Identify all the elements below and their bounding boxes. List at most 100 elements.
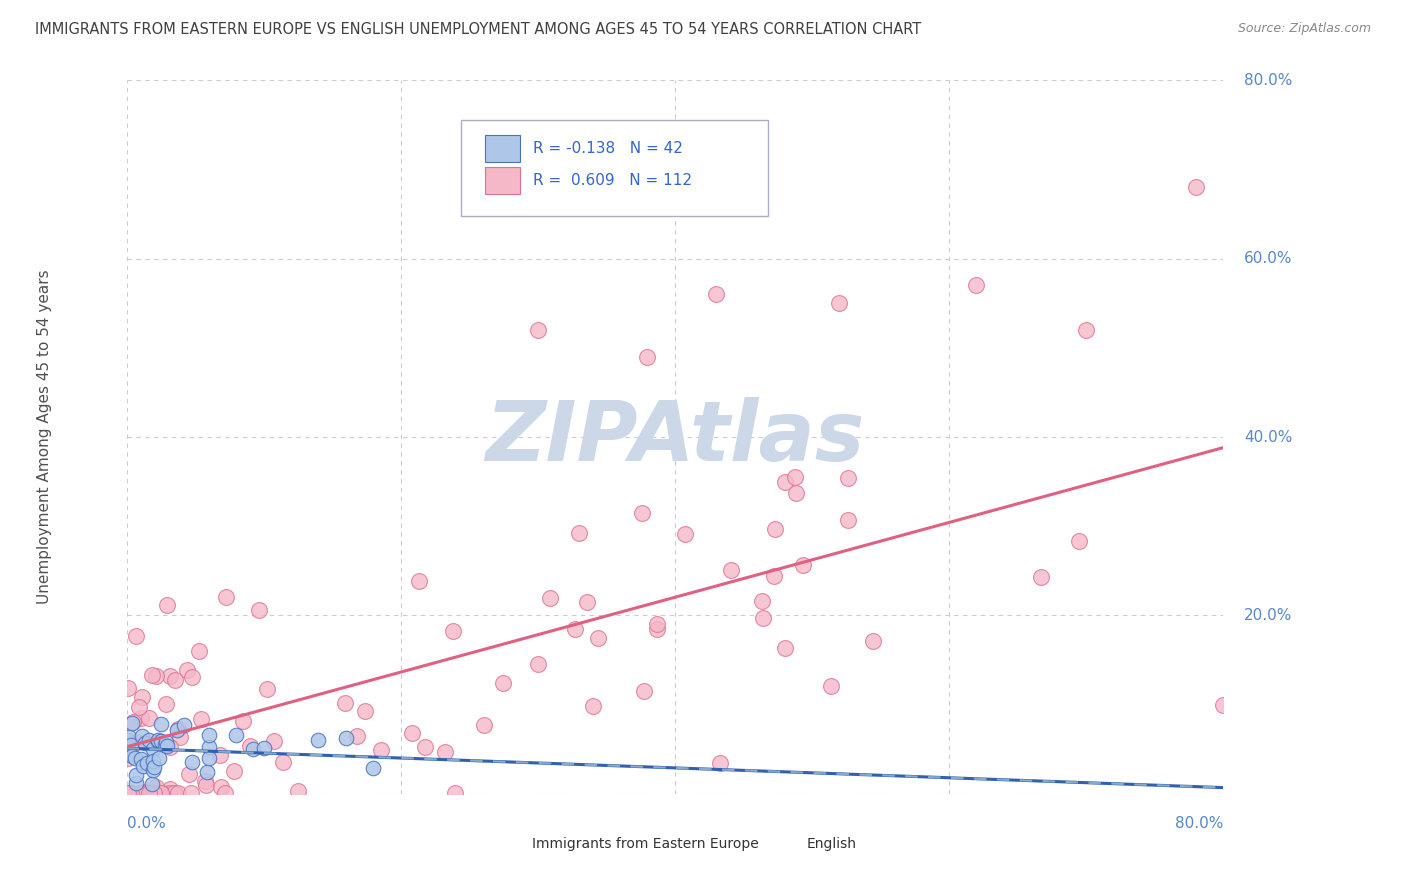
Point [785, 485, 807, 500]
Point [145, 786, 167, 800]
Point [129, 752, 152, 766]
Point [441, 624, 464, 639]
Point [709, 756, 731, 771]
Point [194, 774, 217, 789]
Point [401, 725, 423, 739]
Point [118, 786, 141, 800]
Point [370, 743, 392, 757]
Point [131, 690, 153, 704]
Point [121, 749, 143, 764]
Text: 80.0%: 80.0% [1175, 816, 1223, 831]
Point [132, 786, 155, 800]
Point [125, 776, 148, 790]
Text: English: English [807, 837, 856, 851]
Point [763, 522, 786, 536]
Point [190, 713, 212, 727]
Point [720, 563, 742, 577]
Text: Source: ZipAtlas.com: Source: ZipAtlas.com [1237, 22, 1371, 36]
Point [239, 739, 262, 753]
Point [138, 711, 160, 725]
Point [645, 617, 668, 632]
Point [363, 761, 385, 775]
Point [124, 629, 146, 643]
Point [159, 669, 181, 683]
Point [636, 350, 658, 364]
Point [287, 784, 309, 798]
Point [346, 729, 368, 743]
Point [117, 786, 139, 800]
Point [181, 670, 204, 684]
Point [150, 786, 173, 800]
Point [143, 786, 166, 800]
Point [117, 736, 139, 750]
Point [586, 632, 609, 646]
Point [128, 786, 150, 800]
Point [1236, 319, 1258, 334]
Point [120, 786, 142, 800]
Point [163, 786, 186, 800]
Point [645, 622, 668, 636]
Point [129, 711, 152, 725]
Point [157, 786, 180, 800]
Point [136, 756, 159, 770]
Point [146, 734, 169, 748]
Point [169, 730, 191, 744]
Point [792, 558, 814, 572]
Point [141, 776, 163, 790]
Point [148, 751, 170, 765]
Point [673, 527, 696, 541]
Point [142, 754, 165, 768]
Point [195, 778, 218, 792]
Point [837, 471, 859, 485]
Point [225, 727, 247, 741]
Point [138, 786, 160, 800]
Point [166, 722, 188, 736]
Point [156, 598, 179, 612]
Point [143, 786, 166, 800]
Point [155, 697, 177, 711]
Point [118, 730, 141, 744]
FancyBboxPatch shape [461, 120, 768, 216]
Point [132, 758, 155, 772]
Point [214, 786, 236, 800]
Point [443, 786, 465, 800]
Point [1076, 323, 1098, 337]
Point [242, 742, 264, 756]
Point [582, 698, 605, 713]
Bar [773, 831, 797, 856]
Point [128, 700, 150, 714]
Point [1185, 180, 1208, 194]
Point [253, 741, 276, 756]
Text: 60.0%: 60.0% [1244, 252, 1292, 266]
Text: ZIPAtlas: ZIPAtlas [485, 397, 865, 477]
Point [773, 475, 796, 489]
Point [232, 714, 254, 728]
Point [120, 786, 142, 800]
Point [159, 781, 181, 796]
Text: Unemployment Among Ages 45 to 54 years: Unemployment Among Ages 45 to 54 years [37, 269, 52, 605]
Point [167, 786, 190, 800]
Point [828, 296, 851, 310]
Text: R =  0.609   N = 112: R = 0.609 N = 112 [533, 173, 692, 187]
Text: 40.0%: 40.0% [1244, 430, 1292, 444]
Point [179, 767, 201, 781]
Point [966, 278, 988, 293]
Point [165, 673, 187, 688]
Point [209, 780, 232, 794]
Point [142, 764, 165, 778]
Point [117, 681, 139, 695]
Point [198, 751, 221, 765]
Point [159, 739, 181, 754]
Text: 80.0%: 80.0% [1244, 73, 1292, 87]
Point [198, 728, 221, 742]
Point [125, 768, 148, 782]
Point [538, 591, 561, 606]
Point [704, 287, 727, 301]
Point [333, 696, 356, 710]
Point [187, 644, 209, 658]
Point [820, 679, 842, 693]
Point [124, 751, 146, 765]
Point [576, 595, 599, 609]
Point [131, 729, 153, 743]
Point [415, 739, 437, 754]
